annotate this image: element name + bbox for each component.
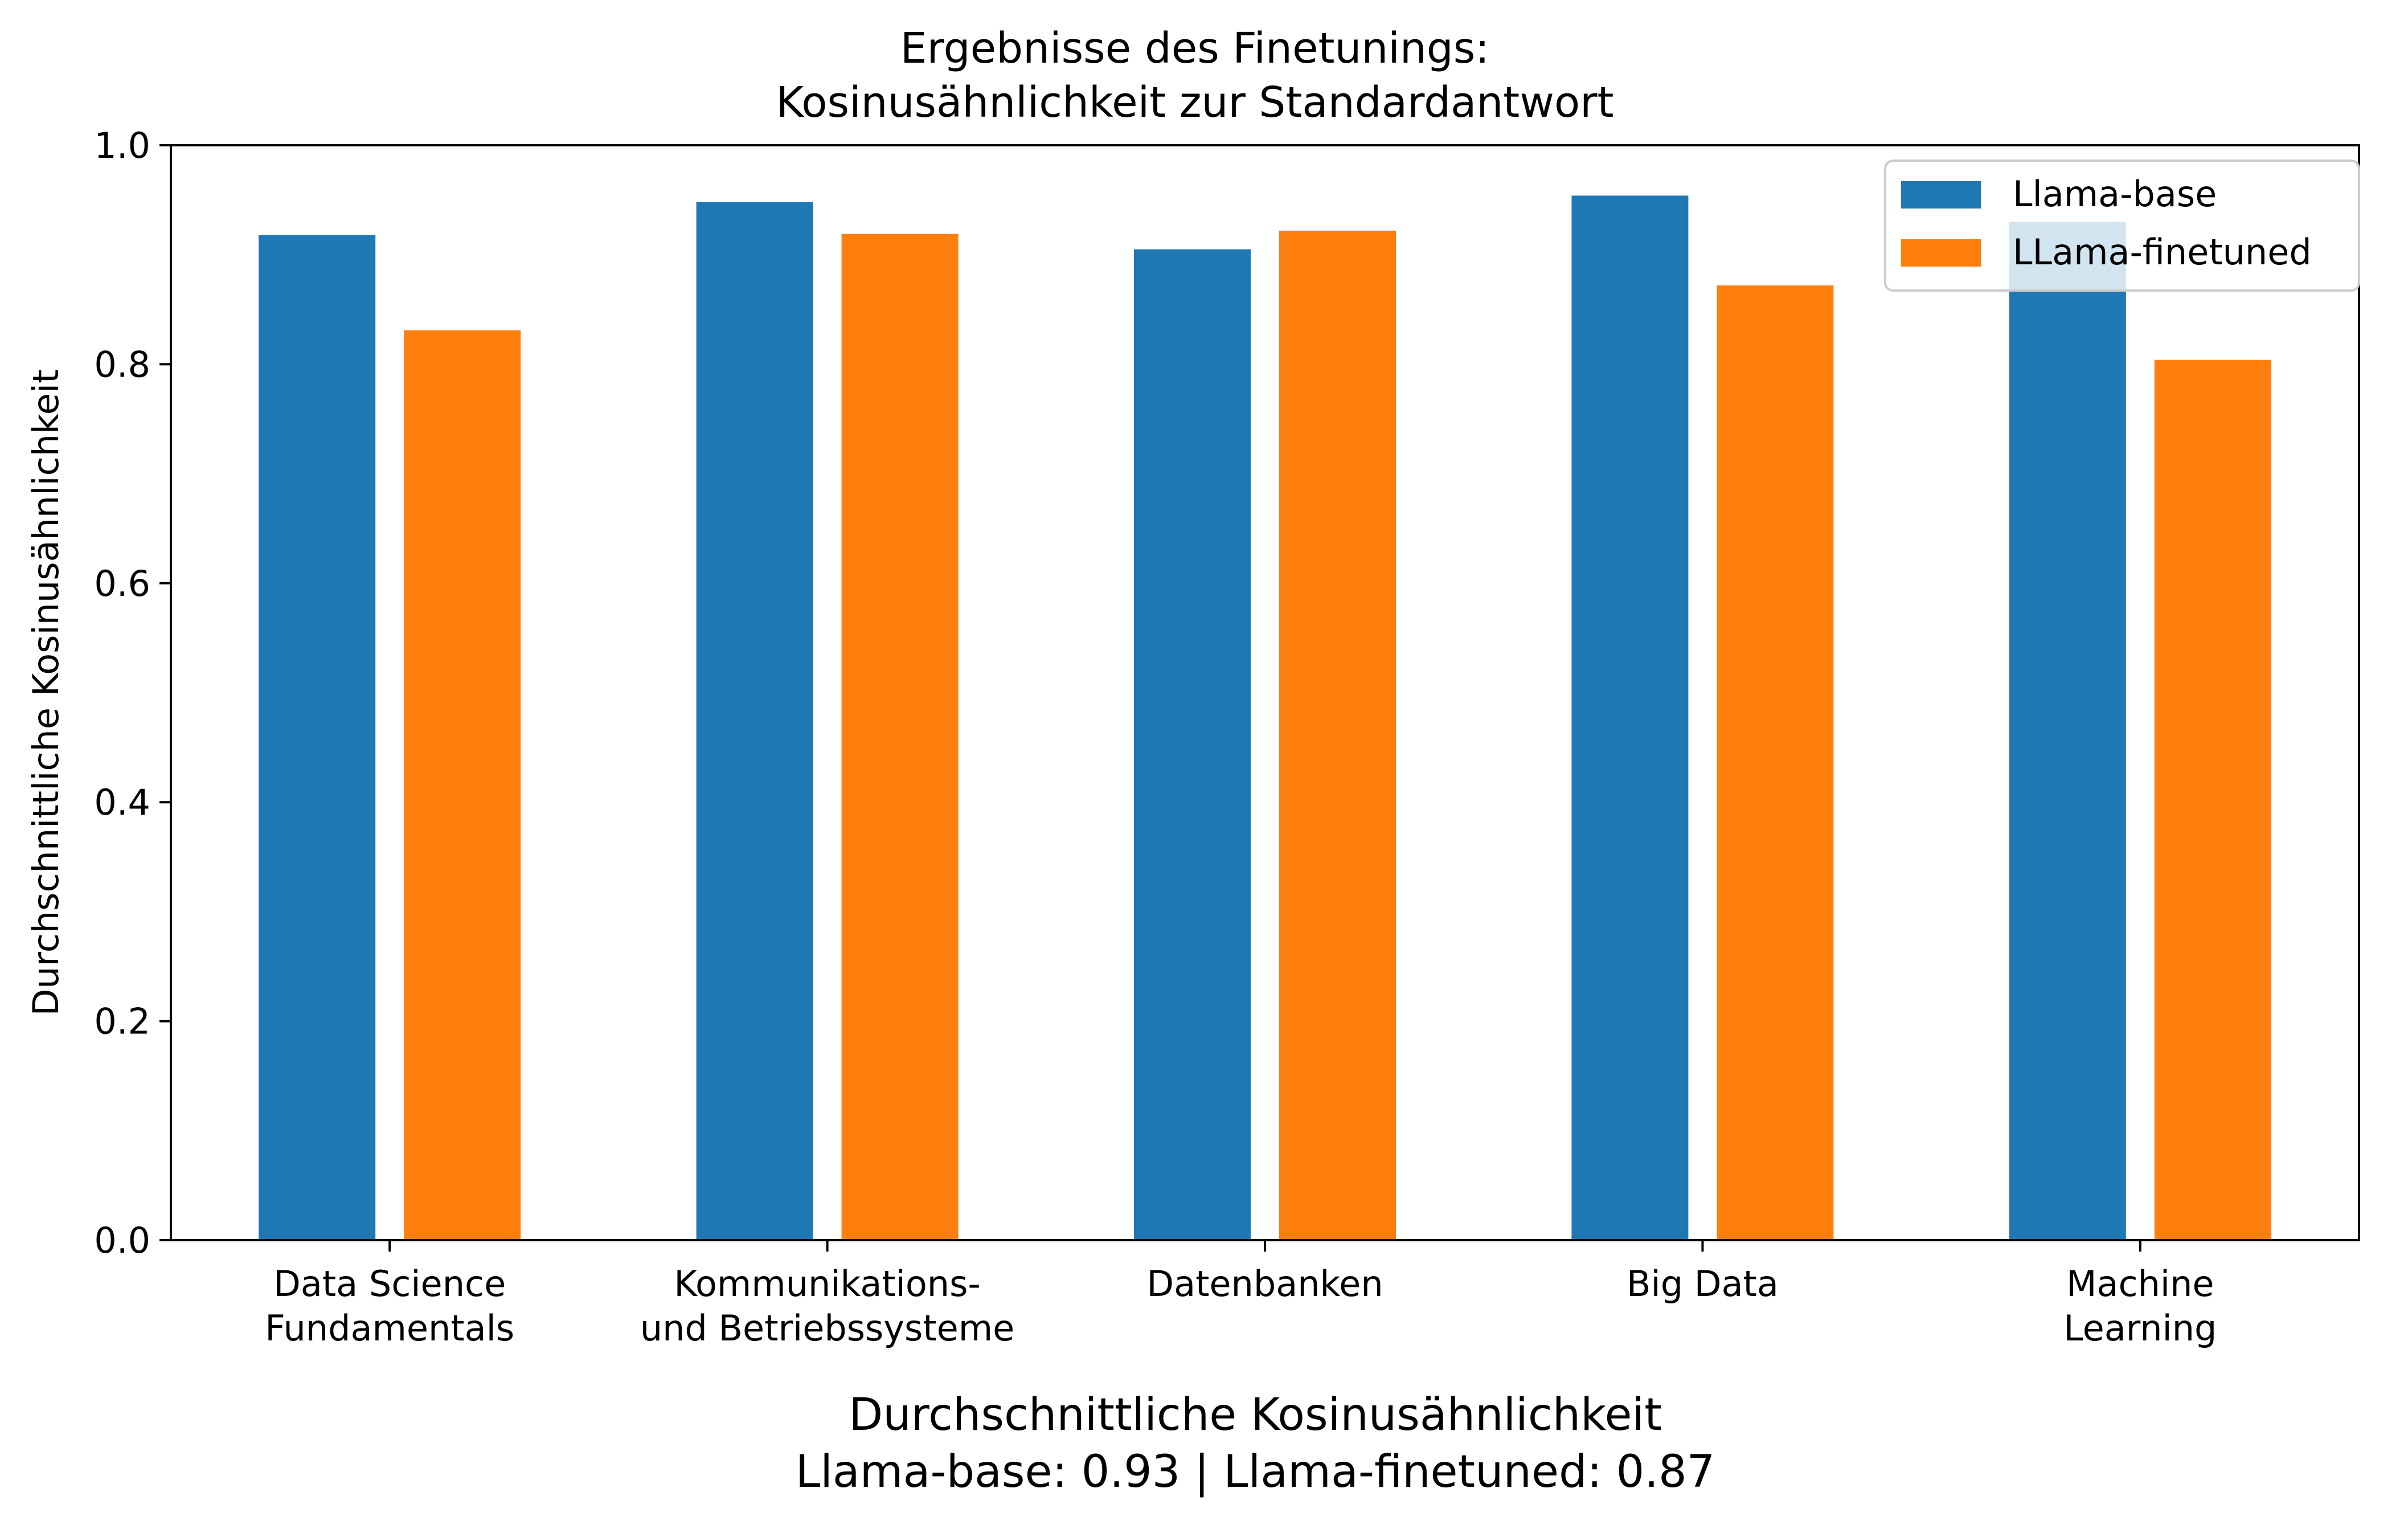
y-tick-label-0-6: 0.6 <box>94 563 150 604</box>
bars-group <box>259 195 2271 1241</box>
y-tick-label-0-4: 0.4 <box>94 782 150 823</box>
x-tick-label-data-science-fundamentals-line-1: Data Science <box>273 1263 506 1305</box>
bar-llama-finetuned-data-science-fundamentals <box>404 330 521 1240</box>
bar-llama-base-kommunikations-und-betriebssysteme <box>696 202 813 1241</box>
x-axis-label-line-1: Durchschnittliche Kosinusähnlichkeit <box>849 1389 1662 1441</box>
y-tick-label-0-2: 0.2 <box>94 1001 150 1042</box>
y-axis-ticks: 0.0 0.2 0.4 0.6 0.8 1.0 <box>94 125 171 1261</box>
x-tick-label-big-data-line-1: Big Data <box>1627 1263 1779 1305</box>
bar-llama-finetuned-machine-learning <box>2154 359 2271 1241</box>
x-tick-label-kommunikations-und-betriebssysteme-line-1: Kommunikations- <box>674 1263 980 1305</box>
bar-llama-finetuned-big-data <box>1717 285 1834 1240</box>
legend-label-llama-finetuned: LLama-finetuned <box>2013 231 2312 273</box>
bar-llama-base-machine-learning <box>2009 222 2126 1240</box>
bar-llama-base-data-science-fundamentals <box>259 235 376 1240</box>
y-tick-label-0-0: 0.0 <box>94 1220 150 1261</box>
y-axis-label: Durchschnittliche Kosinusähnlichkeit <box>25 370 67 1016</box>
plot-frame <box>170 144 2360 1241</box>
x-tick-label-machine-learning-line-1: Machine <box>2066 1263 2214 1305</box>
bar-llama-finetuned-kommunikations-und-betriebssysteme <box>841 234 959 1240</box>
x-axis-label-line-2: Llama-base: 0.93 | Llama-finetuned: 0.87 <box>796 1446 1715 1498</box>
legend-box <box>1884 160 2360 292</box>
legend-label-llama-base: Llama-base <box>2013 173 2217 215</box>
x-tick-label-machine-learning-line-2: Learning <box>2063 1307 2217 1349</box>
chart-title-line-1: Ergebnisse des Finetunings: <box>900 24 1489 73</box>
chart-title-line-2: Kosinusähnlichkeit zur Standardantwort <box>776 78 1613 127</box>
legend-swatch-llama-base <box>1901 181 1981 208</box>
bar-llama-base-big-data <box>1571 195 1689 1240</box>
legend-swatch-llama-finetuned <box>1901 239 1981 267</box>
y-tick-label-1-0: 1.0 <box>94 125 150 166</box>
x-tick-label-kommunikations-und-betriebssysteme-line-2: und Betriebssysteme <box>640 1307 1014 1349</box>
bar-llama-base-datenbanken <box>1134 249 1251 1241</box>
bar-llama-finetuned-datenbanken <box>1279 230 1396 1240</box>
y-tick-label-0-8: 0.8 <box>94 344 150 385</box>
x-tick-label-data-science-fundamentals-line-2: Fundamentals <box>265 1307 514 1349</box>
legend: Llama-base LLama-finetuned <box>1884 160 2360 292</box>
x-tick-label-datenbanken-line-1: Datenbanken <box>1146 1263 1383 1305</box>
